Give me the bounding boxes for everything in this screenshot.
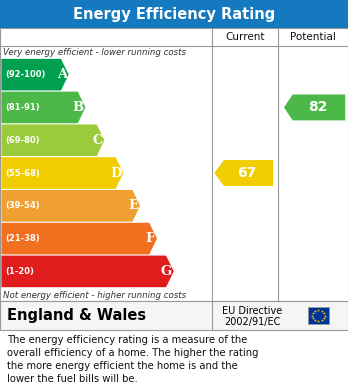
Text: (92-100): (92-100) <box>6 70 46 79</box>
Bar <box>0 301 348 330</box>
Polygon shape <box>1 124 104 156</box>
Text: Potential: Potential <box>290 32 336 42</box>
Text: D: D <box>110 167 121 179</box>
Text: The energy efficiency rating is a measure of the: The energy efficiency rating is a measur… <box>7 335 247 345</box>
Polygon shape <box>1 256 174 287</box>
Text: EU Directive: EU Directive <box>222 306 282 316</box>
Text: (55-68): (55-68) <box>6 169 40 178</box>
Text: Not energy efficient - higher running costs: Not energy efficient - higher running co… <box>3 291 186 300</box>
Bar <box>308 307 329 324</box>
Text: A: A <box>57 68 67 81</box>
Text: lower the fuel bills will be.: lower the fuel bills will be. <box>7 374 138 384</box>
Polygon shape <box>284 95 345 120</box>
Text: G: G <box>161 265 172 278</box>
Polygon shape <box>214 160 273 186</box>
Text: (21-38): (21-38) <box>6 234 40 243</box>
Text: (69-80): (69-80) <box>6 136 40 145</box>
Text: overall efficiency of a home. The higher the rating: overall efficiency of a home. The higher… <box>7 348 259 358</box>
Text: (1-20): (1-20) <box>6 267 34 276</box>
Text: C: C <box>92 134 103 147</box>
Polygon shape <box>1 223 157 255</box>
Text: (39-54): (39-54) <box>6 201 40 210</box>
Text: 82: 82 <box>308 100 327 115</box>
Bar <box>0 28 348 301</box>
Text: Energy Efficiency Rating: Energy Efficiency Rating <box>73 7 275 22</box>
Text: 67: 67 <box>237 166 256 180</box>
Text: B: B <box>72 101 84 114</box>
Bar <box>0 0 348 28</box>
Text: (81-91): (81-91) <box>6 103 40 112</box>
Text: E: E <box>128 199 139 212</box>
Polygon shape <box>1 59 69 90</box>
Text: the more energy efficient the home is and the: the more energy efficient the home is an… <box>7 361 238 371</box>
Text: England & Wales: England & Wales <box>7 308 146 323</box>
Polygon shape <box>1 91 86 123</box>
Polygon shape <box>1 190 140 222</box>
Polygon shape <box>1 157 123 189</box>
Text: Very energy efficient - lower running costs: Very energy efficient - lower running co… <box>3 48 186 57</box>
Text: 2002/91/EC: 2002/91/EC <box>224 317 280 326</box>
Text: F: F <box>146 232 155 245</box>
Text: Current: Current <box>225 32 265 42</box>
